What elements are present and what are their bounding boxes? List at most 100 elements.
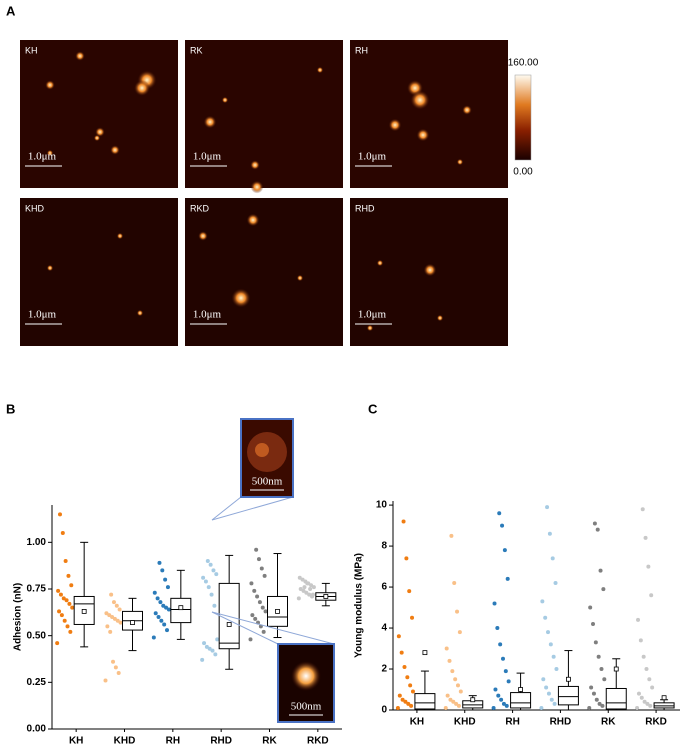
- data-point: [212, 603, 217, 608]
- data-point: [643, 535, 648, 540]
- mean: [275, 609, 280, 614]
- data-point: [118, 620, 123, 625]
- box: [557, 685, 579, 706]
- data-point: [116, 671, 121, 675]
- afm-image: [185, 198, 343, 346]
- panel-label: B: [6, 401, 15, 416]
- data-point: [642, 699, 647, 704]
- panel-label: A: [6, 3, 16, 18]
- data-point: [594, 697, 599, 702]
- data-point: [211, 568, 216, 573]
- data-point: [248, 637, 253, 642]
- data-point: [502, 548, 507, 553]
- data-point: [111, 600, 116, 605]
- data-point: [600, 703, 605, 708]
- box: [414, 693, 436, 710]
- data-point: [598, 568, 603, 573]
- data-point: [499, 697, 504, 702]
- data-point: [63, 559, 68, 563]
- afm-feature: [416, 128, 430, 142]
- data-point: [297, 575, 302, 580]
- scale-label: 1.0μm: [358, 309, 387, 321]
- data-point: [57, 609, 62, 614]
- data-point: [503, 669, 508, 674]
- x-tick-label: RHD: [550, 717, 572, 728]
- data-point: [498, 642, 503, 647]
- y-tick-label: 6: [381, 582, 387, 593]
- data-point: [298, 587, 303, 591]
- mean: [130, 620, 135, 625]
- data-point: [249, 581, 254, 586]
- data-point: [543, 615, 548, 620]
- data-point: [443, 705, 448, 710]
- data-point: [595, 527, 600, 532]
- data-point: [260, 605, 265, 610]
- data-point: [492, 601, 497, 606]
- data-point: [61, 596, 66, 601]
- data-point: [545, 505, 550, 510]
- data-point: [551, 654, 556, 659]
- data-point: [157, 560, 162, 565]
- data-point: [396, 634, 401, 639]
- data-point: [457, 630, 462, 635]
- data-point: [405, 675, 410, 680]
- data-point: [635, 705, 640, 710]
- data-point: [69, 583, 74, 588]
- data-point: [64, 598, 69, 603]
- data-point: [592, 521, 597, 526]
- data-point: [410, 615, 415, 620]
- data-point: [305, 581, 310, 586]
- mean: [566, 676, 571, 682]
- scale-label: 1.0μm: [28, 309, 57, 321]
- data-point: [109, 592, 114, 597]
- afm-feature: [376, 259, 384, 267]
- afm-feature: [462, 105, 472, 115]
- data-point: [500, 656, 505, 661]
- data-point: [254, 547, 259, 552]
- x-tick-label: RKD: [307, 736, 329, 747]
- data-point: [210, 648, 215, 653]
- data-point: [409, 703, 414, 708]
- data-point: [402, 664, 407, 669]
- insets: 500nm 500nm: [211, 418, 335, 723]
- mean: [422, 650, 428, 656]
- data-point: [448, 697, 453, 702]
- scale-label: 1.0μm: [193, 309, 222, 321]
- data-point: [201, 575, 206, 580]
- data-point: [155, 596, 160, 601]
- image-label: KH: [25, 45, 38, 55]
- data-point: [644, 667, 649, 672]
- data-point: [309, 583, 314, 588]
- afm-feature: [136, 309, 144, 317]
- data-point: [403, 699, 408, 704]
- x-tick-label: RHD: [210, 736, 232, 747]
- data-point: [58, 592, 63, 597]
- afm-image: [20, 40, 178, 188]
- data-point: [597, 701, 602, 706]
- data-point: [397, 693, 402, 698]
- data-point: [449, 533, 454, 538]
- data-point: [591, 621, 596, 626]
- y-tick-label: 0: [381, 705, 387, 716]
- x-tick-label: RH: [505, 717, 519, 728]
- colorbar-max: 160.00: [508, 58, 539, 69]
- data-point: [552, 701, 557, 706]
- data-point: [505, 576, 510, 581]
- afm-feature: [388, 118, 402, 132]
- y-axis-title: Adhesion (nN): [13, 583, 24, 651]
- data-point: [407, 589, 412, 594]
- data-point: [57, 512, 62, 517]
- afm-feature: [366, 324, 374, 332]
- data-point: [62, 618, 67, 623]
- afm-feature: [423, 263, 437, 277]
- data-point: [445, 693, 450, 698]
- x-tick-label: KHD: [114, 736, 136, 747]
- data-point: [111, 659, 116, 664]
- data-point: [261, 629, 266, 634]
- data-point: [541, 677, 546, 682]
- panel-label: C: [368, 401, 378, 416]
- data-point: [208, 562, 213, 567]
- data-point: [255, 594, 260, 599]
- afm-feature: [93, 134, 101, 142]
- x-tick-label: KHD: [454, 717, 476, 728]
